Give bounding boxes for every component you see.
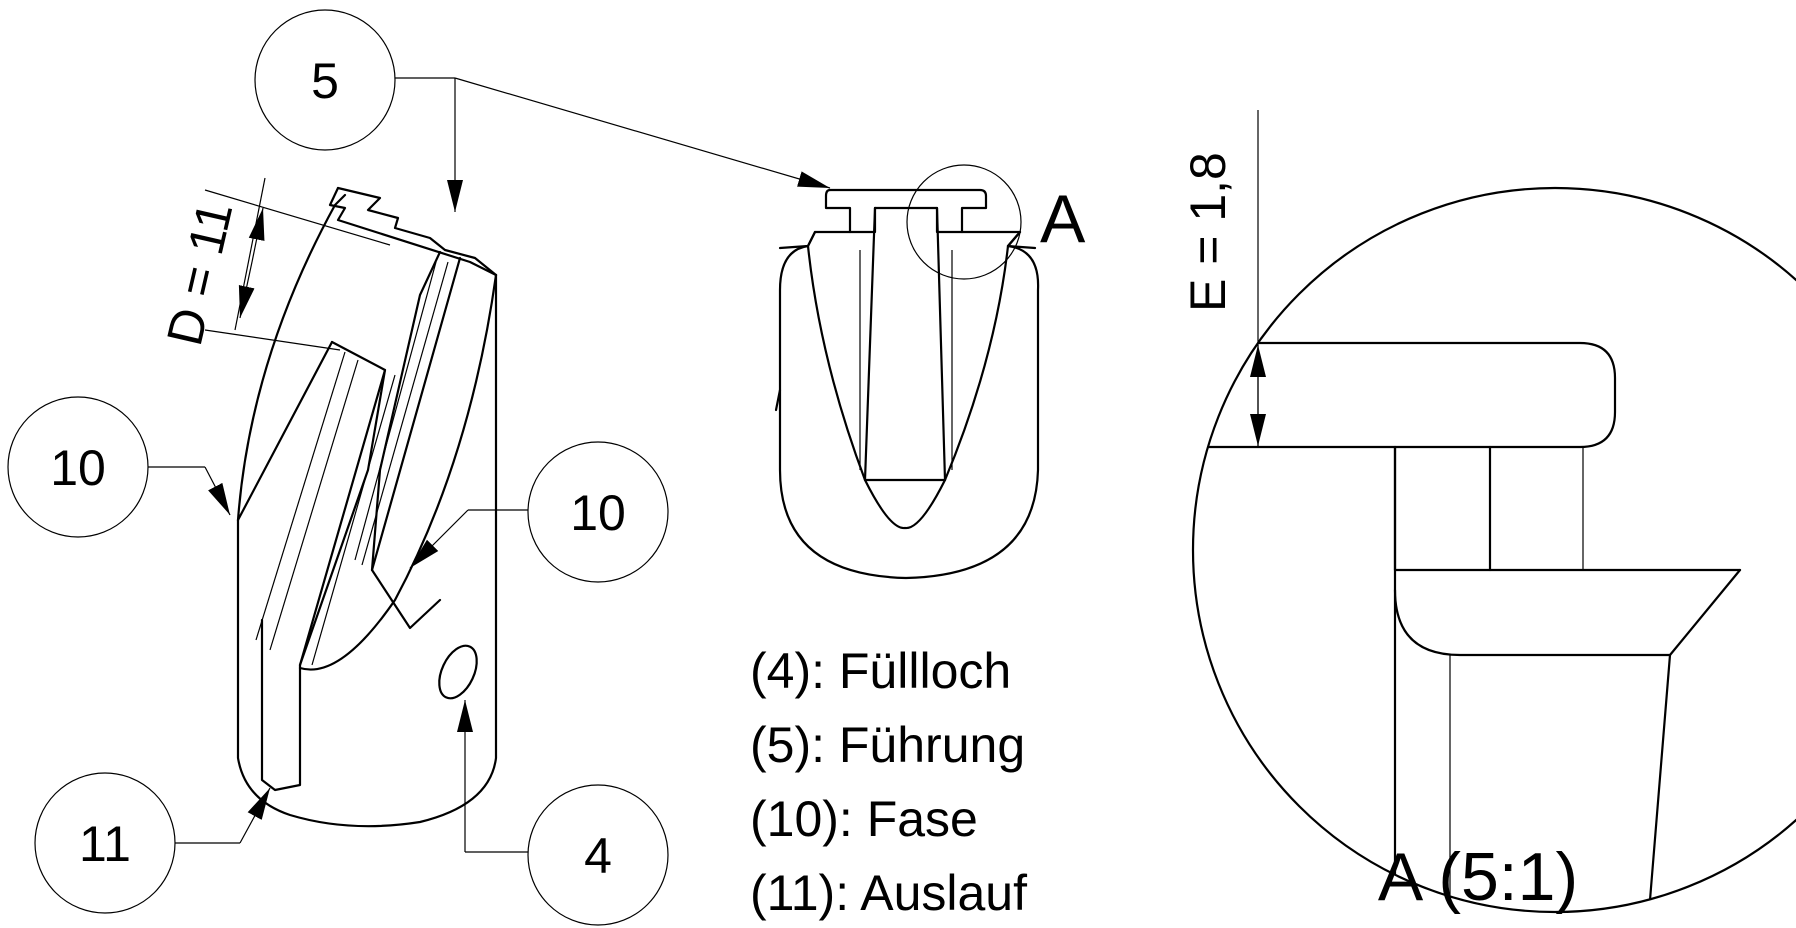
callout-5: 5 <box>254 9 831 212</box>
legend-item-4: (4): Füllloch <box>750 643 1011 699</box>
callout-5-label: 5 <box>311 53 339 109</box>
detail-a-marker-label: A <box>1040 181 1086 257</box>
callout-4-bubble <box>527 784 669 926</box>
callout-11: 11 <box>34 772 271 914</box>
detail-circle <box>1192 187 1796 913</box>
callout-10-left: 10 <box>7 396 231 538</box>
callout-11-label: 11 <box>79 816 131 872</box>
legend-item-11: (11): Auslauf <box>750 865 1027 921</box>
callout-4-label: 4 <box>584 828 612 884</box>
isometric-part-view <box>236 186 498 828</box>
callout-4: 4 <box>457 700 669 926</box>
callout-10-right-label: 10 <box>570 485 626 541</box>
legend-item-10: (10): Fase <box>750 791 978 847</box>
callout-10-left-bubble <box>7 396 149 538</box>
callout-5-bubble <box>254 9 396 151</box>
legend: (4): Füllloch (5): Führung (10): Fase (1… <box>750 643 1027 921</box>
detail-a-marker-circle <box>906 164 1022 280</box>
detail-view-title: A (5:1) <box>1378 839 1578 915</box>
callout-11-bubble <box>34 772 176 914</box>
legend-item-5: (5): Führung <box>750 717 1025 773</box>
callout-10-right: 10 <box>409 441 669 583</box>
dimension-d: D = 11 <box>156 177 391 351</box>
dimension-e-label: E = 1,8 <box>1180 152 1236 312</box>
front-view: A <box>774 164 1086 580</box>
dimension-d-label: D = 11 <box>156 197 243 351</box>
callout-10-left-label: 10 <box>50 440 106 496</box>
detail-view: E = 1,8 A (5:1) <box>1180 110 1796 915</box>
callout-10-right-bubble <box>527 441 669 583</box>
